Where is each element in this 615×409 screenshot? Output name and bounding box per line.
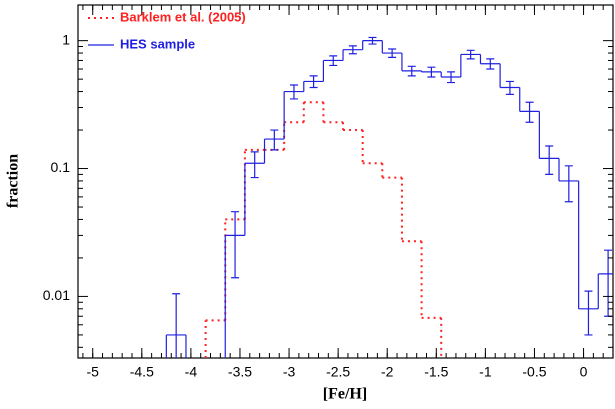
x-tick-label: -3.5 xyxy=(228,364,252,380)
y-tick-label: 0.1 xyxy=(51,159,71,175)
error-bar xyxy=(231,211,240,279)
error-bar xyxy=(486,58,495,70)
legend-label: Barklem et al. (2005) xyxy=(120,9,246,24)
error-bar xyxy=(368,36,377,45)
error-bar xyxy=(466,49,475,60)
x-axis-label: [Fe/H] xyxy=(323,386,367,403)
y-axis-label: fraction xyxy=(5,154,22,208)
plot-area xyxy=(165,36,613,358)
x-tick-label: -1.5 xyxy=(424,364,448,380)
legend-label: HES sample xyxy=(120,36,195,51)
error-bar xyxy=(388,48,397,58)
y-tick-label: 1 xyxy=(62,31,70,47)
y-tick-label: 0.01 xyxy=(43,287,70,303)
x-tick-label: -3 xyxy=(283,364,296,380)
error-bar xyxy=(250,151,259,179)
error-bar xyxy=(447,71,456,84)
error-bar xyxy=(309,75,318,89)
error-bar xyxy=(604,249,613,317)
x-tick-label: -0.5 xyxy=(522,364,546,380)
error-bar xyxy=(270,129,279,151)
x-tick-label: 0 xyxy=(580,364,588,380)
x-tick-label: -2.5 xyxy=(326,364,350,380)
error-bar xyxy=(172,293,181,358)
x-tick-label: -5 xyxy=(86,364,99,380)
x-tick-label: -4.5 xyxy=(130,364,154,380)
error-bar xyxy=(584,290,593,336)
error-bar xyxy=(505,80,514,95)
x-tick-label: -1 xyxy=(479,364,492,380)
error-bar xyxy=(329,55,338,67)
x-tick-label: -4 xyxy=(185,364,198,380)
error-bar xyxy=(564,165,573,203)
error-bar xyxy=(348,45,357,55)
error-bar xyxy=(289,84,298,100)
error-bar xyxy=(525,101,534,123)
plot-frame xyxy=(77,4,614,359)
error-bar xyxy=(407,65,416,77)
error-bar xyxy=(545,145,554,175)
x-tick-label: -2 xyxy=(381,364,394,380)
error-bar xyxy=(427,66,436,78)
